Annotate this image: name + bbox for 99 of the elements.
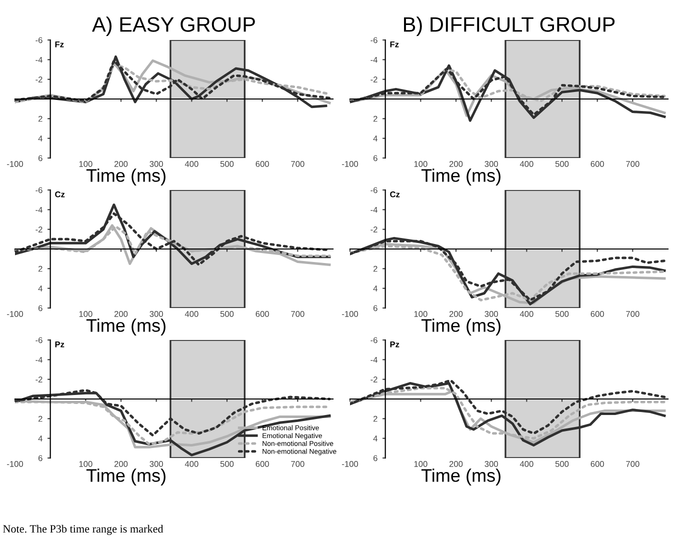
annotation: Cz bbox=[390, 191, 400, 198]
x-tick-label: 400 bbox=[184, 461, 198, 467]
x-axis-title: Time (ms) bbox=[421, 168, 500, 186]
y-tick-label: -2 bbox=[36, 376, 42, 382]
x-tick-label: 100 bbox=[79, 161, 92, 167]
y-tick-label: -2 bbox=[36, 76, 42, 82]
x-tick-label: 100 bbox=[414, 311, 428, 317]
x-tick-label: -100 bbox=[7, 461, 24, 467]
x-tick-label: 100 bbox=[414, 461, 428, 467]
annotation: Fz bbox=[55, 41, 64, 48]
x-tick-label: 600 bbox=[590, 161, 604, 167]
x-tick-label: 200 bbox=[114, 461, 128, 467]
y-tick-label: 6 bbox=[373, 455, 378, 462]
y-tick-label: 2 bbox=[38, 416, 42, 422]
x-tick-label: 400 bbox=[520, 161, 534, 167]
y-tick-label: -6 bbox=[370, 337, 378, 344]
x-tick-label: 500 bbox=[220, 461, 234, 467]
x-tick-label: -100 bbox=[342, 311, 358, 317]
y-tick-label: 2 bbox=[373, 416, 378, 422]
y-tick-label: -4 bbox=[36, 356, 42, 363]
x-tick-label: 700 bbox=[626, 161, 640, 167]
x-tick-label: 200 bbox=[449, 311, 463, 317]
x-tick-label: 500 bbox=[220, 161, 234, 167]
x-tick-label: 200 bbox=[449, 161, 463, 167]
y-tick-label: -2 bbox=[370, 376, 378, 382]
y-tick-label: 2 bbox=[38, 116, 42, 122]
x-tick-label: 400 bbox=[520, 311, 534, 317]
x-axis-title: Time (ms) bbox=[421, 468, 500, 486]
x-tick-label: -100 bbox=[342, 461, 358, 467]
x-tick-label: 700 bbox=[626, 311, 640, 317]
y-tick-label: 6 bbox=[38, 155, 42, 162]
x-tick-label: 100 bbox=[79, 461, 92, 467]
x-axis-title: Time (ms) bbox=[86, 318, 166, 336]
x-tick-label: -100 bbox=[342, 161, 358, 167]
x-tick-label: 700 bbox=[291, 311, 304, 317]
y-tick-label: 6 bbox=[373, 305, 378, 312]
y-tick-label: 2 bbox=[38, 266, 42, 272]
y-tick-label: 6 bbox=[38, 455, 42, 462]
annotation: Pz bbox=[55, 341, 64, 348]
y-tick-label: -2 bbox=[370, 226, 378, 232]
y-tick-label: 2 bbox=[373, 266, 378, 272]
x-tick-label: 200 bbox=[114, 161, 128, 167]
text: Note. The P3b time range is marked bbox=[3, 524, 164, 535]
x-axis-title: Time (ms) bbox=[86, 468, 166, 486]
x-tick-label: 500 bbox=[220, 311, 234, 317]
y-tick-label: -6 bbox=[36, 187, 42, 194]
x-tick-label: 300 bbox=[484, 461, 498, 467]
y-tick-label: 4 bbox=[373, 136, 378, 142]
x-tick-label: 500 bbox=[555, 461, 569, 467]
y-tick-label: 4 bbox=[38, 436, 42, 442]
y-tick-label: 4 bbox=[38, 136, 42, 142]
y-tick-label: -4 bbox=[36, 206, 42, 213]
y-tick-label: 4 bbox=[373, 286, 378, 292]
x-tick-label: 600 bbox=[256, 311, 269, 317]
x-tick-label: 600 bbox=[256, 161, 269, 167]
annotation: Cz bbox=[55, 191, 65, 198]
x-axis-title: Time (ms) bbox=[86, 168, 166, 186]
x-tick-label: 600 bbox=[256, 461, 269, 467]
y-tick-label: 6 bbox=[373, 155, 378, 162]
y-tick-label: -4 bbox=[370, 56, 378, 63]
x-tick-label: 300 bbox=[484, 311, 498, 317]
chart-title: A) EASY GROUP bbox=[92, 16, 255, 36]
annotation: Pz bbox=[390, 341, 400, 348]
x-tick-label: 700 bbox=[291, 161, 304, 167]
x-tick-label: 100 bbox=[414, 161, 428, 167]
y-tick-label: -4 bbox=[370, 356, 378, 363]
y-tick-label: -2 bbox=[36, 226, 42, 232]
y-tick-label: -6 bbox=[370, 187, 378, 194]
x-tick-label: -100 bbox=[7, 311, 24, 317]
x-axis-title: Time (ms) bbox=[421, 318, 500, 336]
x-tick-label: 400 bbox=[520, 461, 534, 467]
x-tick-label: 300 bbox=[150, 311, 163, 317]
x-tick-label: 100 bbox=[79, 311, 92, 317]
x-tick-label: 700 bbox=[626, 461, 640, 467]
y-tick-label: 4 bbox=[38, 286, 42, 292]
x-tick-label: 300 bbox=[150, 461, 163, 467]
x-tick-label: 300 bbox=[150, 161, 163, 167]
x-tick-label: 200 bbox=[449, 461, 463, 467]
x-tick-label: 600 bbox=[590, 461, 604, 467]
y-tick-label: -2 bbox=[370, 76, 378, 82]
y-tick-label: 2 bbox=[373, 116, 378, 122]
x-tick-label: -100 bbox=[7, 161, 24, 167]
y-tick-label: -6 bbox=[36, 37, 42, 44]
x-tick-label: 700 bbox=[291, 461, 304, 467]
x-tick-label: 500 bbox=[555, 311, 569, 317]
x-tick-label: 400 bbox=[184, 161, 198, 167]
x-tick-label: 400 bbox=[184, 311, 198, 317]
y-tick-label: -4 bbox=[36, 56, 42, 63]
y-tick-label: -4 bbox=[370, 206, 378, 213]
x-tick-label: 200 bbox=[114, 311, 128, 317]
x-tick-label: 500 bbox=[555, 161, 569, 167]
y-tick-label: -6 bbox=[370, 37, 378, 44]
y-tick-label: 4 bbox=[373, 436, 378, 442]
y-tick-label: 6 bbox=[38, 305, 42, 312]
y-tick-label: -6 bbox=[36, 337, 42, 344]
x-tick-label: 300 bbox=[484, 161, 498, 167]
annotation: Fz bbox=[390, 41, 399, 48]
x-tick-label: 600 bbox=[590, 311, 604, 317]
chart-title: B) DIFFICULT GROUP bbox=[404, 16, 615, 36]
